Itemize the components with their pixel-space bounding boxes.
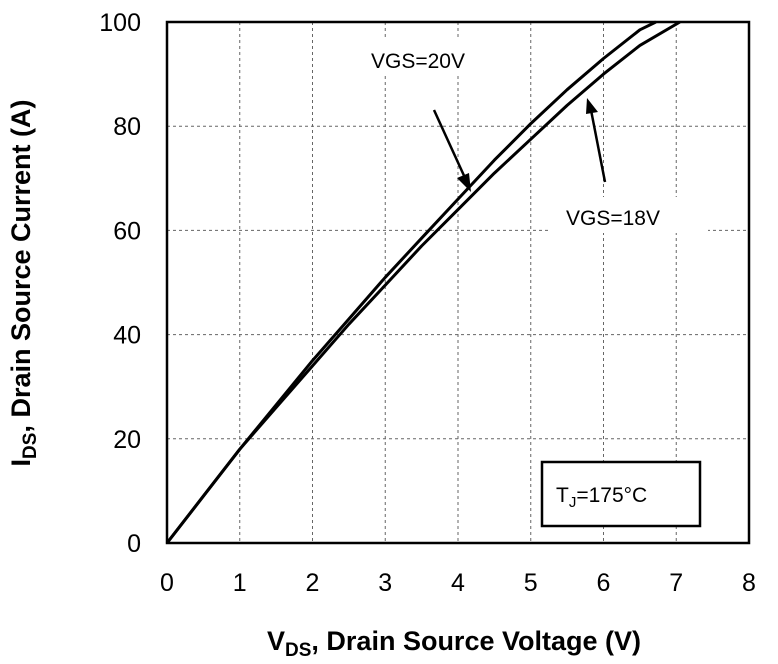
- x-axis-title-main: V: [267, 626, 285, 656]
- x-tick-label: 5: [524, 569, 538, 597]
- y-tick-labels: 0 20 40 60 80 100: [99, 9, 141, 558]
- vgs20-label: VGS=20V: [371, 50, 465, 73]
- tj-label: TJ=175°C: [556, 484, 647, 511]
- vgs20-label-bg: [360, 40, 500, 76]
- y-axis-title-main: I: [6, 459, 36, 467]
- vgs18-label: VGS=18V: [566, 207, 660, 230]
- tj-label-sub: J: [569, 494, 577, 511]
- x-tick-label: 8: [742, 569, 756, 597]
- plot-frame: [165, 20, 751, 545]
- y-tick-label: 80: [113, 113, 141, 141]
- x-axis-title-rest: , Drain Source Voltage (V): [311, 626, 641, 656]
- x-tick-labels: 0 1 2 3 4 5 6 7 8: [160, 569, 756, 597]
- y-tick-label: 40: [113, 322, 141, 350]
- x-axis-title: VDS, Drain Source Voltage (V): [267, 626, 641, 661]
- tj-label-main: T: [556, 484, 569, 507]
- y-axis-title: IDS, Drain Source Current (A): [6, 100, 41, 467]
- vgs18-label-bg: [548, 197, 708, 233]
- x-tick-label: 4: [451, 569, 465, 597]
- tj-box: [540, 460, 702, 528]
- y-axis-title-sub: DS: [20, 433, 41, 459]
- x-tick-label: 1: [233, 569, 247, 597]
- x-axis-title-sub: DS: [285, 640, 311, 661]
- grid-lines: [167, 22, 749, 543]
- x-tick-label: 0: [160, 569, 174, 597]
- vgs20-arrow-shaft: [432, 109, 468, 181]
- vgs20-arrow-head: [457, 173, 471, 192]
- x-tick-label: 2: [306, 569, 320, 597]
- y-tick-label: 20: [113, 426, 141, 454]
- x-tick-label: 7: [669, 569, 683, 597]
- series-lines: [165, 20, 681, 544]
- tj-label-rest: =175°C: [576, 484, 647, 507]
- vgs18-arrow-head: [586, 98, 598, 114]
- x-tick-label: 6: [597, 569, 611, 597]
- y-tick-label: 0: [127, 530, 141, 558]
- y-axis-title-rest: , Drain Source Current (A): [6, 100, 36, 433]
- vgs18-arrow-shaft: [589, 109, 607, 183]
- series-line-vgs18: [165, 20, 681, 544]
- x-tick-label: 3: [378, 569, 392, 597]
- y-tick-label: 60: [113, 217, 141, 245]
- y-tick-label: 100: [99, 9, 141, 37]
